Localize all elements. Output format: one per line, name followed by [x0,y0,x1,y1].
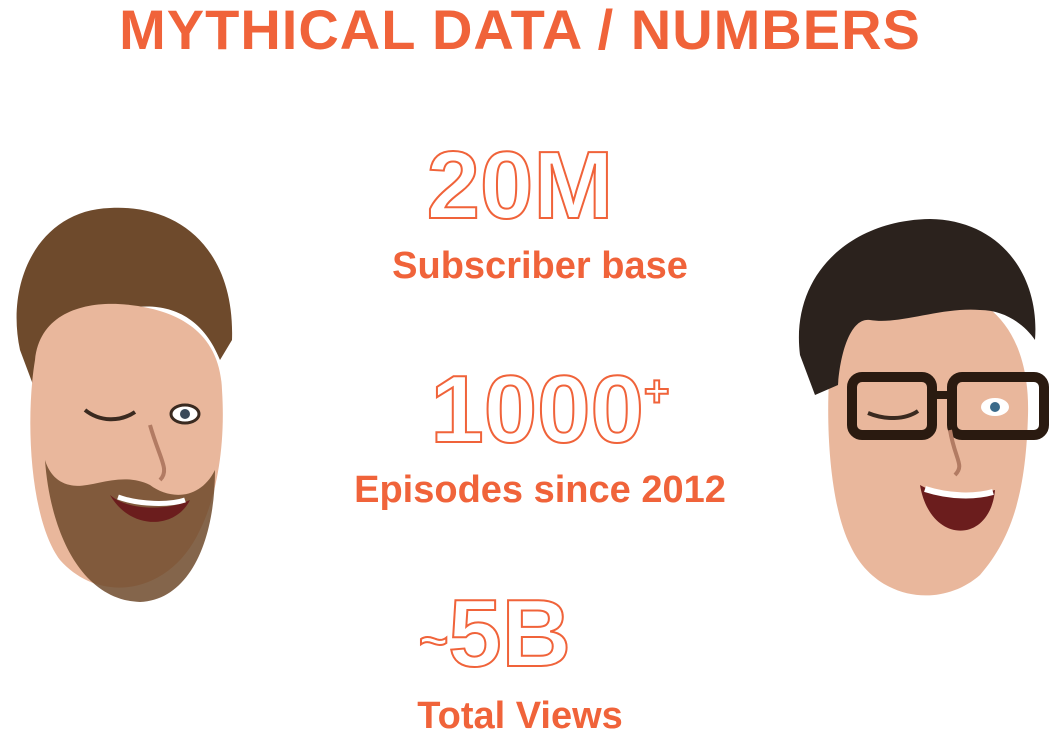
hair-right [798,219,1036,395]
stat-value-text: 5B [447,580,572,687]
face-left-icon [16,207,233,602]
stat-subscribers-label: Subscriber base [392,245,688,287]
stat-views-value: ~5B [380,585,610,689]
stat-views-label: Total Views [417,695,623,737]
glasses-man-face [798,219,1049,596]
stat-value-prefix: ~ [418,612,449,670]
bearded-man-face [16,207,233,602]
stat-subscribers-value: 20M [400,137,640,235]
stat-value-text: 20M [426,132,615,239]
page-title: MYTHICAL DATA / NUMBERS [119,0,921,61]
stat-value-text: 1000 [429,356,645,463]
glasses-right-lens [947,372,1049,440]
skin-right [828,289,1029,596]
nose [148,424,167,482]
face-right-icon [798,219,1049,596]
nose [948,429,962,477]
glasses-left-lens [847,372,937,440]
eye-wink [83,408,137,422]
eye-wink [867,409,920,420]
hair-left [16,207,233,390]
stat-episodes-label: Episodes since 2012 [354,469,726,511]
stat-value-suffix: + [643,366,671,417]
mouth [110,495,190,522]
beard-left [45,460,215,602]
stat-episodes-value: 1000+ [380,361,720,459]
